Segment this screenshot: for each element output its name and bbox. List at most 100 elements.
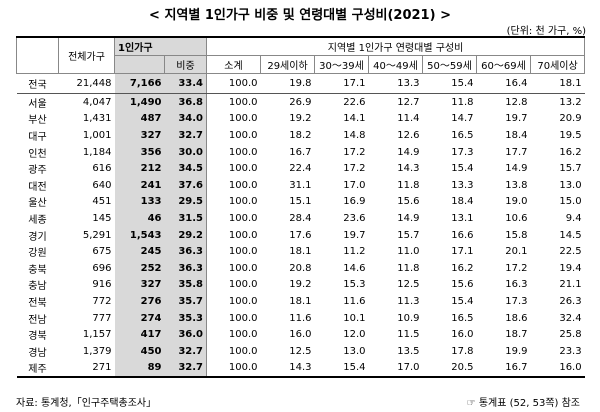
table-cell: 100.0 bbox=[206, 342, 261, 360]
table-cell: 11.2 bbox=[343, 246, 366, 258]
table-cell: 18.1 bbox=[289, 295, 312, 307]
table-cell: 18.2 bbox=[289, 129, 312, 141]
table-cell: 14.9 bbox=[505, 163, 528, 175]
table-cell: 경기 bbox=[28, 231, 47, 243]
table-header: 전체가구 1인가구 지역별 1인가구 연령대별 구성비 비중 소계 29세이하 30～… bbox=[16, 36, 586, 74]
table-cell: 16.7 bbox=[289, 146, 312, 158]
table-row: 충북 696 252 36.3 100.0 20.8 14.6 11.8 16.2 17.2 19.… bbox=[17, 259, 585, 277]
table-row: 부산 1,431 487 34.0 100.0 19.2 14.1 11.4 14.7 19.7 2… bbox=[17, 110, 585, 128]
table-cell: 22.4 bbox=[289, 163, 312, 175]
table-cell: 14.9 bbox=[397, 212, 420, 224]
table-cell: 245 bbox=[114, 243, 165, 260]
table-row: 강원 675 245 36.3 100.0 18.1 11.2 11.0 17.1 20.1 22.… bbox=[17, 243, 585, 260]
table-cell: 경남 bbox=[28, 347, 47, 359]
table-cell: 충북 bbox=[28, 264, 47, 276]
table-cell: 916 bbox=[92, 279, 112, 291]
table-cell: 17.7 bbox=[505, 146, 528, 158]
table-cell: 19.7 bbox=[505, 113, 528, 125]
table-cell: 21,448 bbox=[58, 73, 115, 94]
table-cell: 12.5 bbox=[397, 279, 420, 291]
table-cell: 22.6 bbox=[343, 96, 366, 108]
title: < 지역별 1인가구 비중 및 연령대별 구성비(2021) > bbox=[149, 8, 451, 23]
unit: (단위: 천 가구, %) bbox=[506, 26, 586, 37]
table-cell: 23.3 bbox=[559, 345, 582, 357]
table-cell: 17.1 bbox=[451, 246, 474, 258]
table-cell: 327 bbox=[114, 127, 165, 144]
table-cell: 13.0 bbox=[559, 179, 582, 191]
table-cell: 1,001 bbox=[82, 129, 112, 141]
table-cell: 36.3 bbox=[164, 243, 207, 260]
table-cell: 1,184 bbox=[82, 146, 112, 158]
table-cell: 15.4 bbox=[422, 73, 477, 94]
table-cell: 32.7 bbox=[164, 359, 207, 378]
header-cell: 1인가구 bbox=[114, 36, 207, 56]
table-cell: 17.6 bbox=[289, 229, 312, 241]
table-cell: 광주 bbox=[28, 165, 47, 177]
table-cell: 17.2 bbox=[343, 146, 366, 158]
table-cell: 15.7 bbox=[397, 229, 420, 241]
table-cell: 36.8 bbox=[164, 93, 207, 111]
table-cell: 4,047 bbox=[82, 96, 112, 108]
table-cell: 대구 bbox=[28, 131, 47, 143]
table-cell: 11.6 bbox=[343, 295, 366, 307]
table-cell: 15.8 bbox=[505, 229, 528, 241]
table-cell: 21.1 bbox=[559, 279, 582, 291]
table-cell: 33.4 bbox=[164, 73, 207, 94]
table-cell: 7,166 bbox=[114, 73, 165, 94]
table-cell: 전남 bbox=[28, 314, 47, 326]
table-cell: 34.5 bbox=[164, 160, 207, 177]
table-cell: 14.3 bbox=[289, 362, 312, 374]
table-cell: 15.4 bbox=[343, 362, 366, 374]
table-cell: 100.0 bbox=[206, 143, 261, 161]
header-cell: 40～49세 bbox=[368, 55, 423, 74]
table-cell: 16.6 bbox=[451, 229, 474, 241]
table-cell: 26.9 bbox=[289, 96, 312, 108]
table-cell: 15.6 bbox=[397, 196, 420, 208]
table-cell: 26.3 bbox=[559, 295, 582, 307]
table-cell: 100.0 bbox=[206, 359, 261, 378]
table-row: 세종 145 46 31.5 100.0 28.4 23.6 14.9 13.1 10.6 9.4 bbox=[17, 210, 585, 227]
table-cell: 18.1 bbox=[289, 246, 312, 258]
table-cell: 11.5 bbox=[397, 329, 420, 341]
table-cell: 12.6 bbox=[397, 129, 420, 141]
table-cell: 29.2 bbox=[164, 226, 207, 244]
table-cell: 252 bbox=[114, 259, 165, 277]
table-cell: 100.0 bbox=[206, 210, 261, 227]
header-cell: 비중 bbox=[164, 55, 207, 74]
table-cell: 14.6 bbox=[343, 262, 366, 274]
table-cell: 276 bbox=[114, 293, 165, 310]
table-cell: 16.4 bbox=[476, 73, 531, 94]
table-cell: 11.4 bbox=[397, 113, 420, 125]
reference: ☞ 통계표 (52, 53쪽) 참조 bbox=[466, 398, 580, 409]
table-row: 대구 1,001 327 32.7 100.0 18.2 14.8 12.6 16.5 18.4 1… bbox=[17, 127, 585, 144]
table-cell: 212 bbox=[114, 160, 165, 177]
table-cell: 487 bbox=[114, 110, 165, 128]
header-cell: 70세이상 bbox=[529, 55, 586, 74]
table-cell: 32.7 bbox=[164, 127, 207, 144]
table-row: 광주 616 212 34.5 100.0 22.4 17.2 14.3 15.4 14.9 15.… bbox=[17, 160, 585, 177]
header-cell: 60～69세 bbox=[476, 55, 531, 74]
table-cell: 17.1 bbox=[314, 73, 369, 94]
table-cell: 616 bbox=[92, 163, 112, 175]
table-cell: 12.8 bbox=[505, 96, 528, 108]
table-cell: 100.0 bbox=[206, 193, 261, 211]
table-cell: 9.4 bbox=[565, 212, 582, 224]
table-cell: 35.3 bbox=[164, 309, 207, 327]
table-cell: 19.2 bbox=[289, 279, 312, 291]
table-cell: 15.4 bbox=[451, 295, 474, 307]
table-row: 전북 772 276 35.7 100.0 18.1 11.6 11.3 15.4 17.3 26.… bbox=[17, 293, 585, 310]
table-cell: 100.0 bbox=[206, 326, 261, 343]
table-cell: 772 bbox=[92, 295, 112, 307]
header-cell: 29세이하 bbox=[260, 55, 315, 74]
table-cell: 36.0 bbox=[164, 326, 207, 343]
table-cell: 100.0 bbox=[206, 110, 261, 128]
table-row: 인천 1,184 356 30.0 100.0 16.7 17.2 14.9 17.3 17.7 1… bbox=[17, 143, 585, 161]
table-cell: 15.6 bbox=[451, 279, 474, 291]
table-cell: 10.6 bbox=[505, 212, 528, 224]
table-cell: 356 bbox=[114, 143, 165, 161]
table-cell: 100.0 bbox=[206, 226, 261, 244]
table-cell: 서울 bbox=[28, 98, 47, 110]
source: 자료: 통계청,「인구주택총조사」 bbox=[16, 398, 157, 409]
table-cell: 14.3 bbox=[397, 163, 420, 175]
table-cell: 32.4 bbox=[559, 312, 582, 324]
